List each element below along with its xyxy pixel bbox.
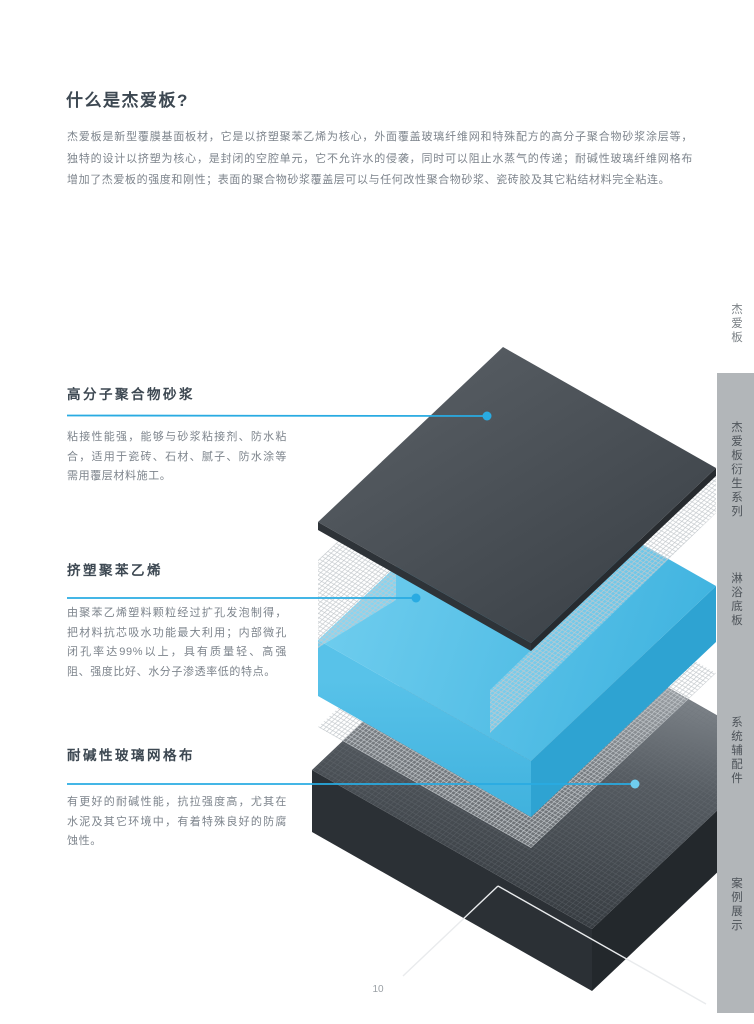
layer-name: 挤塑聚苯乙烯 bbox=[67, 563, 163, 578]
section-tab-strip bbox=[717, 373, 754, 1013]
tab-jieaiban-active: 杰爱板 bbox=[730, 303, 742, 345]
connector-line-mesh bbox=[67, 779, 640, 789]
intro-paragraph: 杰爱板是新型覆膜基面板材，它是以挤塑聚苯乙烯为核心，外面覆盖玻璃纤维网和特殊配方… bbox=[67, 131, 693, 186]
layer-desc-mesh: 有更好的耐碱性能，抗拉强度高，尤其在水泥及其它环境中，有着特殊良好的防腐蚀性。 bbox=[67, 796, 287, 847]
tab-shower-base: 淋浴底板 bbox=[730, 572, 742, 628]
layer-desc-xps: 由聚苯乙烯塑料颗粒经过扩孔发泡制得，把材料抗芯吸水功能最大利用；内部微孔闭孔率达… bbox=[67, 607, 287, 678]
tab-case-display: 案例展示 bbox=[730, 877, 742, 933]
tab-system-accessories: 系统辅配件 bbox=[730, 716, 742, 786]
layer-label-polymer-mortar: 高分子聚合物砂浆 bbox=[67, 383, 195, 403]
connector-line-xps bbox=[67, 593, 421, 603]
layer-label-mesh: 耐碱性玻璃网格布 bbox=[67, 744, 195, 764]
connector-dot bbox=[630, 779, 640, 789]
top-board-layer bbox=[318, 347, 716, 651]
layer-desc-polymer-mortar: 粘接性能强，能够与砂浆粘接剂、防水粘合，适用于瓷砖、石材、腻子、防水涂等需用覆层… bbox=[67, 431, 287, 482]
layer-name: 耐碱性玻璃网格布 bbox=[67, 748, 195, 763]
connector-dot bbox=[411, 593, 421, 603]
tab-jieaiban-series: 杰爱板衍生系列 bbox=[730, 421, 742, 519]
layer-label-xps: 挤塑聚苯乙烯 bbox=[67, 559, 163, 579]
layer-name: 高分子聚合物砂浆 bbox=[67, 387, 195, 402]
page-number: 10 bbox=[372, 984, 384, 995]
page-title: 什么是杰爱板? bbox=[66, 91, 189, 110]
wireframe-outline bbox=[402, 885, 707, 1005]
connector-line-polymer-mortar bbox=[66, 411, 492, 421]
connector-dot bbox=[482, 411, 492, 421]
